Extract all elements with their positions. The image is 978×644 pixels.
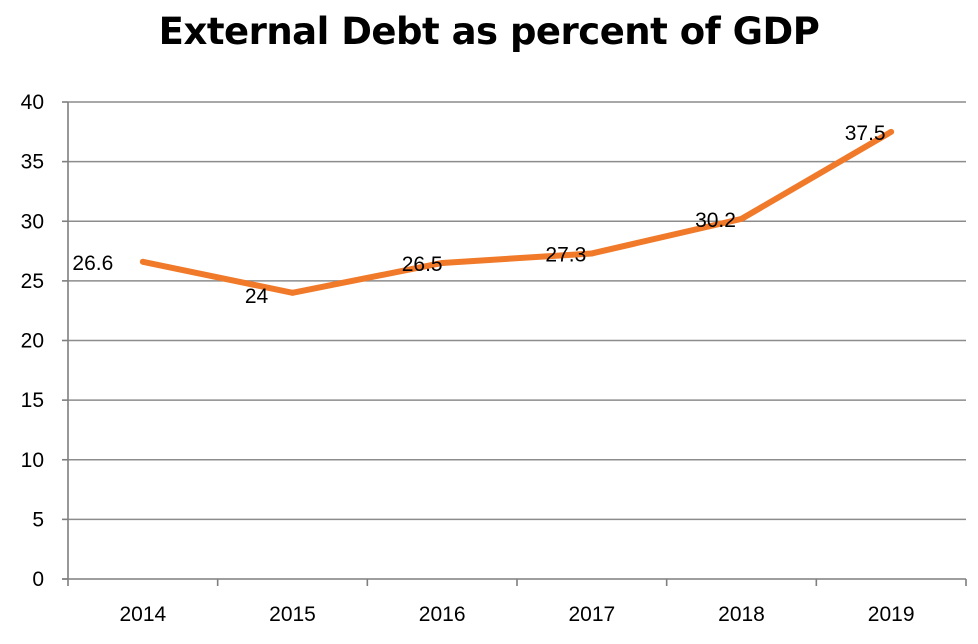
data-point xyxy=(888,128,895,135)
x-tick-label: 2016 xyxy=(419,603,466,626)
data-point xyxy=(439,259,446,266)
x-tick-label: 2018 xyxy=(718,603,765,626)
x-tick-label: 2017 xyxy=(568,603,615,626)
x-tick-label: 2019 xyxy=(868,603,915,626)
y-axis-ticks: 0 5 10 15 20 25 30 35 40 xyxy=(21,91,44,591)
gridlines xyxy=(68,101,966,521)
series xyxy=(139,128,895,296)
y-tick-label: 25 xyxy=(21,270,44,293)
data-label: 37.5 xyxy=(845,122,886,145)
x-tick-label: 2014 xyxy=(119,603,166,626)
axes xyxy=(62,101,967,586)
series-line xyxy=(142,129,893,296)
y-tick-label: 15 xyxy=(21,389,44,412)
y-tick-label: 20 xyxy=(21,330,44,353)
data-labels: 26.6 24 26.5 27.3 30.2 37.5 xyxy=(72,122,885,308)
data-label: 26.6 xyxy=(72,252,113,275)
data-point xyxy=(738,215,745,222)
data-point xyxy=(588,250,595,257)
data-label: 24 xyxy=(245,285,269,308)
x-tick-label: 2015 xyxy=(269,603,316,626)
x-axis-ticks: 2014 2015 2016 2017 2018 2019 xyxy=(119,603,914,626)
data-label: 26.5 xyxy=(402,253,443,276)
y-tick-label: 0 xyxy=(32,568,44,591)
y-tick-label: 35 xyxy=(21,151,44,174)
data-label: 27.3 xyxy=(545,243,586,266)
data-point xyxy=(289,289,296,296)
chart-title: External Debt as percent of GDP xyxy=(158,10,820,53)
y-tick-label: 5 xyxy=(32,508,44,531)
y-tick-label: 10 xyxy=(21,449,44,472)
y-tick-label: 30 xyxy=(21,210,44,233)
data-point xyxy=(139,258,146,265)
data-label: 30.2 xyxy=(695,209,736,232)
y-tick-label: 40 xyxy=(21,91,44,114)
